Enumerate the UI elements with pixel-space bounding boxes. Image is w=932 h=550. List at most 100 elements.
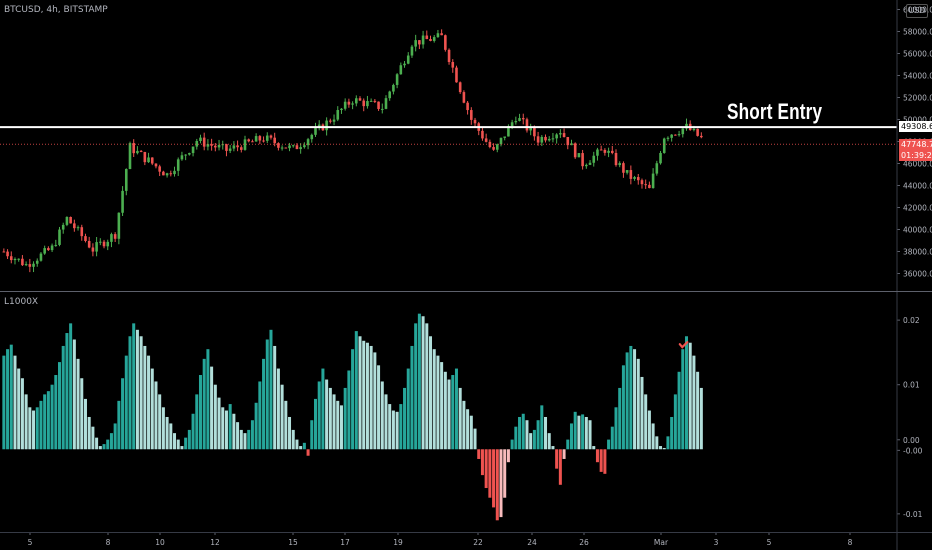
candle-body (573, 143, 577, 158)
histogram-bar (169, 423, 173, 450)
indicator-axis[interactable]: 0.02 0.01 0.00-0.00 -0.01 (897, 316, 923, 519)
histogram-bar (250, 420, 254, 450)
bar-countdown-tag: 01:39:21 (899, 150, 932, 161)
histogram-bar (696, 371, 700, 450)
histogram-bar (443, 371, 447, 450)
candle-body (269, 135, 273, 138)
histogram-bar (540, 405, 544, 450)
candle-body (340, 108, 343, 111)
histogram-bar (39, 400, 43, 450)
histogram-bar (354, 331, 358, 450)
histogram-bar (269, 329, 273, 450)
indicator-pane[interactable] (2, 313, 703, 521)
time-tick-label: 8 (106, 538, 111, 547)
histogram-bar (221, 407, 225, 450)
histogram-bar (681, 349, 685, 450)
candle-body (499, 137, 503, 145)
candle-body (54, 244, 58, 246)
candle-body (21, 258, 24, 266)
histogram-bar (224, 410, 228, 450)
candle-body (481, 130, 484, 139)
histogram-bar (173, 433, 177, 450)
histogram-bar (135, 329, 139, 450)
price-pane[interactable] (0, 29, 897, 273)
candle-body (117, 212, 121, 239)
histogram-bar (380, 381, 384, 450)
candle-body (566, 137, 570, 146)
candle-body (640, 180, 644, 185)
candle-body (362, 100, 366, 107)
candle-body (169, 173, 173, 175)
candle-body (585, 164, 588, 167)
candle-body (158, 166, 161, 172)
candle-body (232, 145, 236, 149)
histogram-bar (636, 358, 640, 450)
histogram-bar (562, 449, 566, 459)
price-tick-label: 60000.00 (903, 6, 932, 15)
time-tick-label: 22 (473, 538, 483, 547)
histogram-bar (121, 378, 125, 450)
candle-body (662, 138, 666, 153)
candle-body (35, 260, 39, 264)
indicator-tick-label: 0.02 (903, 316, 920, 325)
histogram-bar (58, 362, 62, 450)
histogram-bar (117, 400, 121, 450)
candle-body (206, 144, 210, 147)
histogram-bar (365, 342, 369, 450)
horizontal-line-price-tag: 49308.67 (899, 121, 932, 132)
time-tick-label: 5 (28, 538, 33, 547)
candle-body (395, 74, 399, 85)
histogram-bar (670, 416, 674, 450)
candle-body (243, 139, 247, 150)
candle-body (191, 146, 195, 154)
currency-button[interactable]: USD (906, 4, 928, 18)
histogram-bar (425, 323, 429, 450)
short-entry-annotation[interactable]: Short Entry (727, 99, 823, 124)
candle-body (414, 40, 417, 47)
candle-body (418, 40, 421, 45)
histogram-bar (83, 398, 87, 450)
time-axis[interactable]: 5 8 10 12 15 17 19 22 24 26 Mar 3 5 8 (28, 532, 853, 547)
candle-body (551, 138, 555, 140)
histogram-bar (150, 368, 154, 450)
candle-body (384, 98, 388, 109)
candle-body (110, 234, 113, 242)
histogram-bar (280, 384, 284, 450)
candle-body (510, 122, 514, 127)
candle-body (73, 223, 76, 229)
candle-body (447, 49, 451, 63)
histogram-bar (154, 381, 158, 450)
histogram-bar (87, 416, 91, 450)
histogram-bar (232, 413, 236, 450)
candle-body (440, 33, 443, 36)
histogram-bar (102, 444, 106, 450)
time-tick-label: 26 (579, 538, 589, 547)
candle-body (251, 141, 254, 143)
candle-body (314, 128, 317, 135)
histogram-bar (61, 345, 65, 450)
histogram-bar (109, 433, 113, 450)
histogram-bar (239, 429, 243, 450)
candle-body (39, 253, 43, 261)
histogram-bar (132, 323, 136, 450)
candle-body (32, 263, 35, 267)
candle-body (410, 46, 414, 56)
indicator-tick-label: -0.01 (903, 510, 923, 519)
histogram-bar (50, 384, 54, 450)
price-tick-label: 50000.00 (903, 116, 932, 125)
candle-body (58, 229, 61, 245)
candle-body (265, 135, 269, 141)
candle-body (288, 145, 291, 149)
candle-body (588, 162, 592, 165)
candle-body (458, 82, 462, 93)
histogram-bar (76, 358, 80, 450)
histogram-bar (607, 439, 611, 450)
candle-body (291, 145, 295, 147)
candle-body (147, 157, 150, 163)
histogram-bar (2, 355, 6, 450)
indicator-tick-label: 0.00 (903, 436, 920, 445)
histogram-bar (458, 387, 462, 450)
candle-body (28, 264, 32, 267)
histogram-bar (644, 394, 648, 450)
